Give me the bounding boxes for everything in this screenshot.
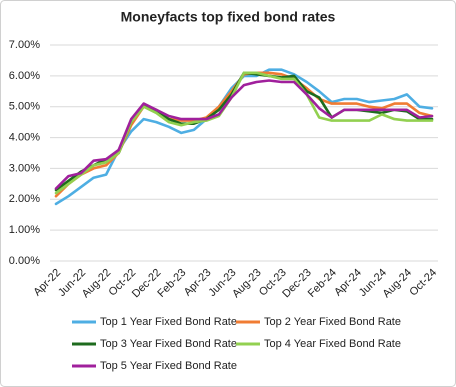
y-tick-label: 1.00%	[9, 224, 40, 236]
legend-label: Top 5 Year Fixed Bond Rate	[100, 360, 237, 372]
legend-label: Top 1 Year Fixed Bond Rate	[100, 316, 237, 328]
legend-label: Top 2 Year Fixed Bond Rate	[264, 316, 401, 328]
y-tick-label: 2.00%	[9, 193, 40, 205]
y-tick-label: 0.00%	[9, 255, 40, 267]
legend-label: Top 3 Year Fixed Bond Rate	[100, 338, 237, 350]
y-tick-label: 5.00%	[9, 101, 40, 113]
y-tick-label: 4.00%	[9, 131, 40, 143]
y-tick-label: 7.00%	[9, 39, 40, 51]
legend-label: Top 4 Year Fixed Bond Rate	[264, 338, 401, 350]
y-tick-label: 3.00%	[9, 162, 40, 174]
series-line	[54, 71, 434, 195]
chart-title: Moneyfacts top fixed bond rates	[121, 9, 336, 25]
series-line	[54, 79, 434, 190]
y-tick-label: 6.00%	[9, 70, 40, 82]
